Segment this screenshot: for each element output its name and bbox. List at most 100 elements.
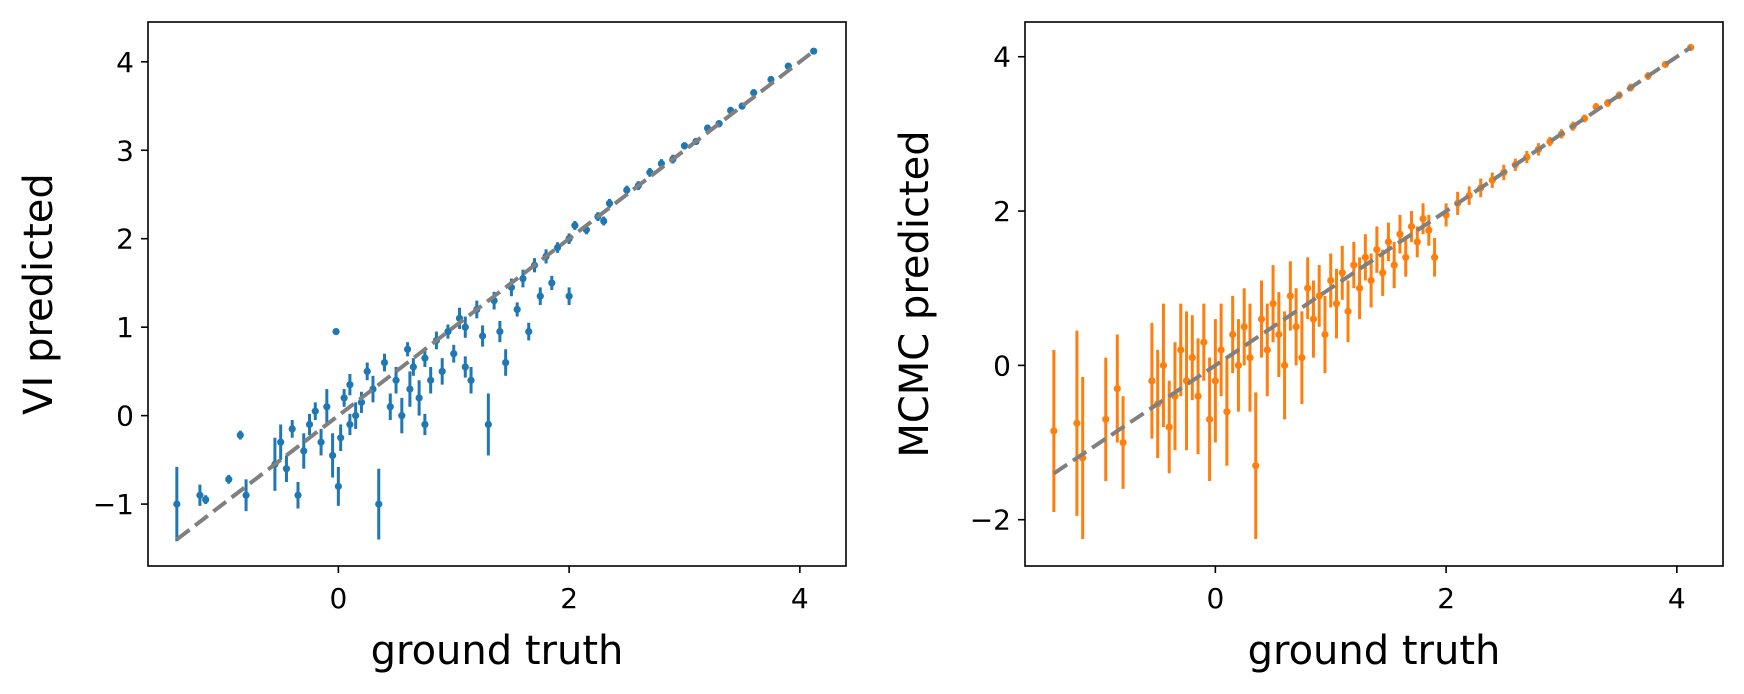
right-data-point-18 (1217, 346, 1225, 354)
right-data-point-43 (1361, 253, 1369, 261)
right-y-tick-label-0: −2 (970, 504, 1011, 537)
left-data-point-74 (680, 142, 689, 150)
left-ticks: 0 2 4 −1 0 1 2 3 4 (93, 46, 809, 615)
right-x-tick-label-0: 0 (1206, 582, 1224, 615)
right-data-point-54 (1425, 226, 1433, 234)
left-data-point-15 (323, 403, 331, 411)
left-x-axis-label: ground truth (371, 628, 624, 674)
right-y-tick-label-2: 2 (993, 195, 1011, 228)
right-data-point-46 (1379, 269, 1387, 277)
left-data-point-28 (380, 358, 389, 367)
right-data-point-0 (1050, 427, 1058, 435)
left-data-point-33 (406, 385, 414, 393)
left-data-point-21 (346, 381, 354, 389)
left-data-point-23 (352, 412, 360, 420)
right-data-point-45 (1373, 246, 1381, 254)
left-data-point-61 (553, 243, 562, 252)
left-identity-line (175, 49, 815, 542)
left-data-point-12 (305, 420, 314, 429)
left-y-tick-label-3: 2 (116, 223, 134, 256)
left-data-point-3 (225, 475, 233, 483)
left-data-point-24 (357, 398, 366, 406)
right-x-tick-label-2: 4 (1668, 582, 1686, 615)
right-data-point-37 (1327, 276, 1335, 285)
right-data-point-21 (1234, 361, 1243, 369)
left-data-point-29 (386, 403, 394, 411)
left-data-point-9 (288, 425, 296, 433)
right-y-tick-label-3: 4 (993, 41, 1011, 74)
right-data-point-24 (1252, 462, 1260, 470)
right-y-tick-label-1: 0 (993, 349, 1011, 382)
left-data-point-30 (392, 376, 400, 384)
left-data-point-19 (337, 434, 345, 442)
right-data-point-53 (1419, 215, 1427, 223)
left-y-tick-label-4: 3 (116, 134, 134, 167)
left-y-tick-label-0: −1 (93, 488, 134, 521)
left-data-point-25 (363, 367, 371, 375)
right-data-point-17 (1211, 377, 1219, 385)
right-plot-marks (1050, 43, 1695, 539)
left-data-point-1 (196, 491, 204, 499)
left-y-tick-label-1: 0 (116, 400, 134, 433)
left-data-point-42 (450, 350, 458, 358)
right-data-point-36 (1321, 330, 1329, 339)
left-data-point-32 (403, 345, 412, 353)
right-data-point-30 (1286, 292, 1294, 300)
left-data-point-5 (242, 491, 250, 499)
right-data-point-23 (1246, 354, 1254, 362)
left-data-point-56 (525, 327, 533, 336)
right-data-point-15 (1200, 338, 1208, 346)
right-data-point-28 (1275, 330, 1283, 339)
left-data-point-16 (328, 451, 337, 460)
left-data-point-36 (421, 354, 429, 362)
left-data-point-0 (173, 500, 181, 508)
left-x-tick-label-0: 0 (329, 582, 347, 615)
right-data-point-42 (1355, 284, 1364, 292)
right-data-point-38 (1332, 300, 1341, 308)
left-data-point-13 (311, 407, 319, 415)
left-data-point-48 (478, 332, 487, 340)
left-data-point-31 (398, 412, 406, 420)
right-panel: 0 2 4 −2 0 2 4 ground truth MCMC predicted (892, 21, 1724, 674)
left-data-point-4 (236, 431, 244, 439)
left-data-point-60 (548, 279, 556, 287)
left-data-point-64 (571, 221, 579, 230)
right-x-axis-label: ground truth (1248, 628, 1501, 674)
right-data-point-39 (1338, 269, 1346, 277)
left-data-point-37 (421, 420, 429, 429)
right-data-point-32 (1298, 354, 1306, 362)
left-data-point-62 (565, 292, 573, 300)
right-data-point-41 (1350, 261, 1358, 269)
right-data-point-31 (1292, 323, 1300, 331)
left-data-point-8 (282, 465, 291, 473)
right-data-point-22 (1240, 323, 1248, 331)
left-y-axis-label: VI predicted (16, 173, 62, 415)
left-data-point-11 (300, 447, 308, 455)
left-data-point-69 (623, 186, 631, 194)
left-data-point-38 (427, 376, 435, 384)
right-data-point-16 (1205, 415, 1214, 423)
right-data-point-51 (1407, 222, 1416, 231)
right-data-point-52 (1413, 238, 1421, 246)
right-data-point-26 (1263, 346, 1271, 354)
left-panel: 0 2 4 −1 0 1 2 3 4 ground truth VI predicted (16, 21, 847, 674)
left-data-point-55 (519, 274, 527, 283)
right-data-point-34 (1309, 315, 1318, 323)
right-ticks: 0 2 4 −2 0 2 4 (970, 41, 1686, 615)
left-data-point-44 (461, 363, 469, 371)
left-data-point-54 (513, 305, 521, 314)
left-data-point-10 (294, 491, 302, 499)
right-data-point-40 (1344, 307, 1352, 315)
right-data-point-5 (1119, 438, 1127, 447)
right-data-point-13 (1188, 354, 1196, 362)
left-data-point-35 (415, 394, 423, 402)
right-plot-frame (1024, 21, 1724, 567)
left-data-point-58 (536, 292, 544, 300)
left-data-point-49 (484, 420, 492, 429)
right-data-point-49 (1396, 230, 1404, 238)
left-data-point-46 (467, 376, 475, 384)
right-data-point-11 (1177, 346, 1185, 354)
left-data-point-41 (444, 327, 452, 336)
left-data-point-52 (502, 358, 510, 367)
right-data-point-14 (1194, 392, 1202, 400)
